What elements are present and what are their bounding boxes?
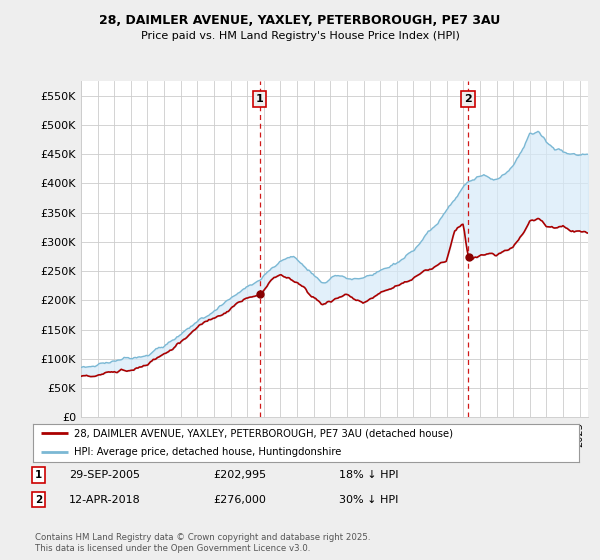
Text: 18% ↓ HPI: 18% ↓ HPI [339, 470, 398, 480]
Text: £276,000: £276,000 [213, 494, 266, 505]
Text: Price paid vs. HM Land Registry's House Price Index (HPI): Price paid vs. HM Land Registry's House … [140, 31, 460, 41]
Text: 2: 2 [35, 494, 42, 505]
Text: 29-SEP-2005: 29-SEP-2005 [69, 470, 140, 480]
Text: 28, DAIMLER AVENUE, YAXLEY, PETERBOROUGH, PE7 3AU: 28, DAIMLER AVENUE, YAXLEY, PETERBOROUGH… [100, 14, 500, 27]
Text: 2: 2 [464, 94, 472, 104]
Text: 1: 1 [35, 470, 42, 480]
Text: 1: 1 [256, 94, 263, 104]
Text: 30% ↓ HPI: 30% ↓ HPI [339, 494, 398, 505]
Text: HPI: Average price, detached house, Huntingdonshire: HPI: Average price, detached house, Hunt… [74, 447, 341, 458]
Text: 12-APR-2018: 12-APR-2018 [69, 494, 141, 505]
Text: Contains HM Land Registry data © Crown copyright and database right 2025.
This d: Contains HM Land Registry data © Crown c… [35, 533, 370, 553]
Text: 28, DAIMLER AVENUE, YAXLEY, PETERBOROUGH, PE7 3AU (detached house): 28, DAIMLER AVENUE, YAXLEY, PETERBOROUGH… [74, 428, 453, 438]
Text: £202,995: £202,995 [213, 470, 266, 480]
